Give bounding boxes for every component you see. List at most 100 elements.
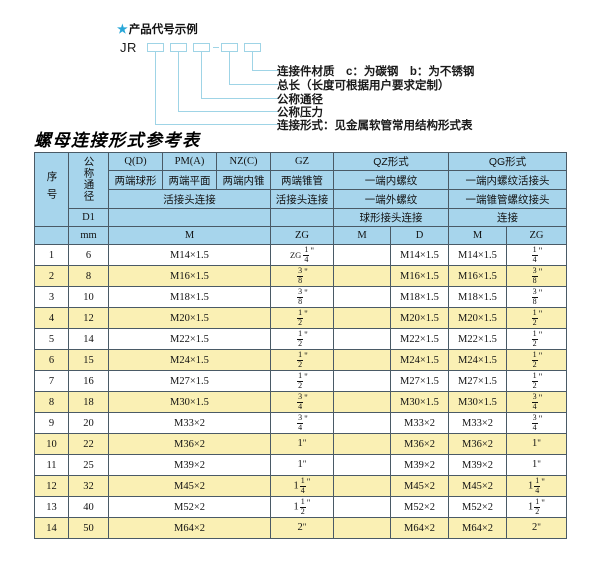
inch-mark: ": [306, 477, 311, 488]
inch-mark: ": [538, 351, 543, 362]
cell-nominal-bore: 22: [68, 433, 109, 455]
header-merged-connection: 活接头连接: [108, 189, 271, 209]
header-mm-label: mm: [68, 226, 109, 245]
fraction-numerator: 3: [297, 287, 304, 298]
fraction-denominator: 8: [532, 275, 537, 285]
cell-qg-zg: 1 2 ": [506, 328, 567, 350]
inch-mark: ": [537, 459, 541, 470]
table-row: 8 18 M30×1.5 3 4 " M30×1.5 M30×1.5 3 4 ": [34, 391, 567, 413]
fraction-numerator: 1: [297, 350, 304, 361]
cell-m-thread: M30×1.5: [108, 391, 271, 413]
cell-seq: 6: [34, 349, 69, 371]
cell-qz-d: M18×1.5: [390, 286, 449, 308]
cell-qz-d: M27×1.5: [390, 370, 449, 392]
fraction-numerator: 1: [531, 308, 538, 319]
header-desc-qg: 一端内螺纹活接头: [448, 170, 567, 190]
cell-qg-zg: 1": [506, 433, 567, 455]
cell-qz-d: M20×1.5: [390, 307, 449, 329]
cell-nominal-bore: 10: [68, 286, 109, 308]
fraction-denominator: 2: [298, 359, 303, 369]
inch-mark: ": [538, 309, 543, 320]
fraction-denominator: 2: [532, 359, 537, 369]
cell-m-thread: M18×1.5: [108, 286, 271, 308]
cell-qg-m: M36×2: [448, 433, 507, 455]
cell-qz-m: [333, 454, 391, 476]
cell-seq: 8: [34, 391, 69, 413]
inch-mark: ": [304, 393, 308, 404]
header-sub-zg-gz: ZG: [270, 226, 334, 245]
fraction-numerator: 1: [531, 329, 538, 340]
fraction-numerator: 3: [297, 413, 304, 424]
fraction-numerator: 1: [303, 245, 310, 256]
cell-qz-d: M39×2: [390, 454, 449, 476]
header-sub-d-qz: D: [390, 226, 449, 245]
fraction-denominator: 4: [298, 401, 303, 411]
cell-seq: 14: [34, 517, 69, 539]
code-box-3: [193, 43, 210, 52]
cell-qg-zg: 1 4 ": [506, 244, 567, 266]
table-row: 5 14 M22×1.5 1 2 " M22×1.5 M22×1.5 1 2 ": [34, 328, 567, 350]
cell-nominal-bore: 18: [68, 391, 109, 413]
cell-nominal-bore: 20: [68, 412, 109, 434]
cell-seq: 3: [34, 286, 69, 308]
table-row: 9 20 M33×2 3 4 " M33×2 M33×2 3 4 ": [34, 412, 567, 434]
cell-qz-d: M16×1.5: [390, 265, 449, 287]
header-row-desc-1: 两端球形 两端平面 两端内锥 两端锥管 一端内螺纹 一端内螺纹活接头: [35, 170, 567, 190]
fraction-numerator: 1: [531, 245, 538, 256]
whole-number: 1: [297, 459, 303, 471]
cell-m-thread: M36×2: [108, 433, 271, 455]
leader-line-5-horizontal: [252, 70, 278, 71]
table-row: 13 40 M52×2 1 1 2 " M52×2 M52×2 1 1 2 ": [34, 496, 567, 518]
whole-number: 1: [293, 480, 299, 492]
header-group-code-qg: QG形式: [448, 152, 567, 171]
cell-qg-m: M45×2: [448, 475, 507, 497]
header-row-desc-2: 活接头连接 活接头连接 一端外螺纹 一端锥管螺纹接头: [35, 189, 567, 209]
cell-seq: 10: [34, 433, 69, 455]
cell-qz-d: M36×2: [390, 433, 449, 455]
inch-mark: ": [304, 288, 308, 299]
cell-qz-m: [333, 475, 391, 497]
cell-gz-size: 1": [270, 454, 334, 476]
cell-m-thread: M39×2: [108, 454, 271, 476]
whole-number: 1: [532, 459, 538, 471]
cell-qz-m: [333, 433, 391, 455]
table-title: 螺母连接形式参考表: [34, 131, 201, 150]
inch-mark: ": [537, 438, 541, 449]
inch-mark: ": [304, 309, 308, 320]
cell-m-thread: M24×1.5: [108, 349, 271, 371]
cell-nominal-bore: 16: [68, 370, 109, 392]
fraction-numerator: 3: [531, 287, 538, 298]
inch-mark: ": [538, 246, 543, 257]
code-box-1: [147, 43, 164, 52]
leader-line-1-horizontal: [155, 124, 278, 125]
cell-qg-zg: 3 4 ": [506, 412, 567, 434]
cell-qg-zg: 1 2 ": [506, 307, 567, 329]
inch-mark: ": [304, 351, 308, 362]
fraction-denominator: 2: [532, 317, 537, 327]
cell-qz-m: [333, 286, 391, 308]
cell-nominal-bore: 14: [68, 328, 109, 350]
cell-gz-size: 3 4 ": [270, 391, 334, 413]
header-sub-m-merged: M: [108, 226, 271, 245]
code-prefix-label: JR: [120, 40, 137, 55]
inch-mark: ": [541, 477, 545, 488]
header-group-code-qz: QZ形式: [333, 152, 449, 171]
leader-line-3-horizontal: [201, 98, 278, 99]
inch-mark: ": [538, 288, 543, 299]
fraction-denominator: 4: [532, 254, 537, 264]
cell-nominal-bore: 12: [68, 307, 109, 329]
cell-qg-zg: 1 1 4 ": [506, 475, 567, 497]
inch-mark: ": [306, 498, 311, 509]
cell-qg-m: M24×1.5: [448, 349, 507, 371]
cell-qg-zg: 1 2 ": [506, 349, 567, 371]
cell-gz-size: 3 4 ": [270, 412, 334, 434]
product-code-heading-text: 产品代号示例: [128, 24, 198, 36]
fraction-denominator: 2: [298, 338, 303, 348]
product-code-diagram: ★产品代号示例 JR 连接件材质 c：为碳钢 b：为不锈钢 总长（长度可根据用户…: [0, 0, 600, 132]
cell-qz-d: M22×1.5: [390, 328, 449, 350]
